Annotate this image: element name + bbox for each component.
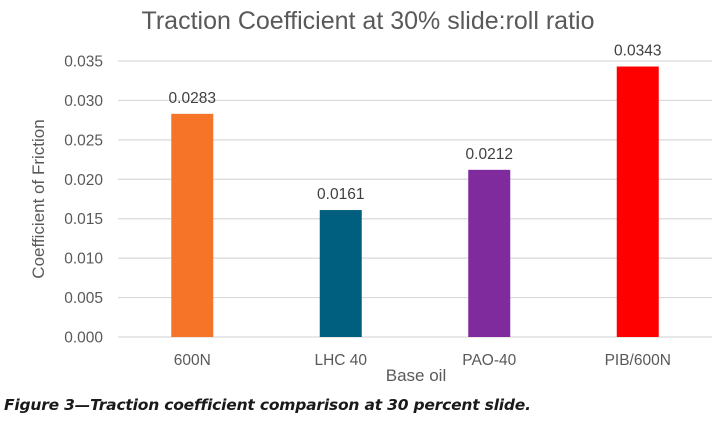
x-tick-label: PAO-40 (462, 352, 516, 369)
data-label: 0.0161 (317, 186, 364, 203)
y-tick-label: 0.035 (64, 54, 103, 71)
x-tick-label: 600N (174, 352, 211, 369)
x-axis-label: Base oil (386, 366, 446, 385)
y-tick-label: 0.015 (64, 211, 103, 228)
y-tick-label: 0.020 (64, 172, 103, 189)
y-tick-label: 0.030 (64, 93, 103, 110)
data-label: 0.0343 (614, 43, 661, 60)
bar-pib-600n (616, 66, 659, 338)
y-tick-label: 0.000 (64, 330, 103, 347)
gridlines (118, 60, 712, 338)
bar-pao-40 (468, 169, 511, 337)
y-axis-ticks: 0.000 0.005 0.010 0.015 0.020 0.025 0.030 0.035 (64, 54, 103, 347)
chart-title: Traction Coefficient at 30% slide:roll r… (142, 7, 595, 35)
data-labels: 0.0283 0.0161 0.0212 0.0343 (169, 43, 662, 204)
data-label: 0.0212 (466, 146, 513, 163)
y-tick-label: 0.005 (64, 290, 103, 307)
data-label: 0.0283 (169, 90, 216, 107)
y-tick-label: 0.010 (64, 251, 103, 268)
x-axis-categories: 600N LHC 40 PAO-40 PIB/600N (174, 352, 671, 369)
y-axis-label: Coefficient of Friction (29, 119, 48, 278)
x-tick-label: PIB/600N (605, 352, 671, 369)
bar-600n (171, 113, 214, 337)
figure-caption: Figure 3—Traction coefficient comparison… (4, 396, 531, 414)
x-tick-label: LHC 40 (314, 352, 367, 369)
bar-lhc-40 (319, 210, 362, 337)
y-tick-label: 0.025 (64, 132, 103, 149)
bars (171, 66, 659, 338)
